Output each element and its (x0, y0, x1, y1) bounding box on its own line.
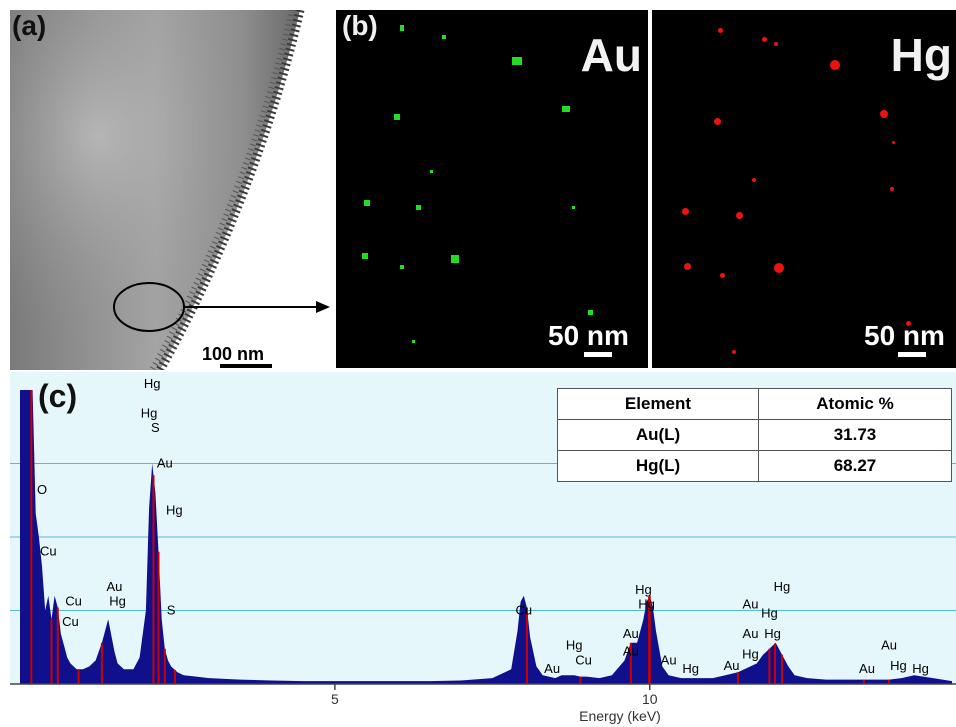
peak-label: Hg (144, 376, 161, 391)
au-dot (442, 35, 446, 39)
peak-label: Cu (65, 594, 82, 609)
peak-label: Hg (635, 582, 652, 597)
hg-map-image (682, 28, 911, 354)
peak-label: Hg (141, 405, 158, 420)
au-dot (362, 253, 368, 259)
peak-label: S (151, 420, 160, 435)
panel-b-label: (b) (342, 10, 378, 41)
peak-label: Hg (890, 658, 907, 673)
cell-atomic: 31.73 (758, 419, 952, 451)
scale-bar-a (220, 364, 272, 368)
selection-circle (113, 282, 185, 332)
peak-label: Cu (575, 652, 592, 667)
peak-label: Au (661, 652, 677, 667)
cell-atomic: 68.27 (758, 450, 952, 482)
hg-dot (736, 212, 743, 219)
x-tick-label: 5 (331, 691, 339, 707)
peak-label: O (37, 482, 47, 497)
hg-label: Hg (890, 29, 952, 81)
peak-label: Hg (764, 626, 781, 641)
hg-dot (762, 37, 767, 42)
cell-element: Au(L) (557, 419, 759, 451)
au-map-image (362, 25, 593, 343)
hg-dot (732, 350, 736, 354)
eds-spectrum-panel: Hg Hg S Au O Hg Cu Au Cu Hg S Cu Cu Hg Cu Au Hg Hg Au Au Au H… (10, 372, 956, 727)
peak-label: Cu (515, 602, 532, 617)
scale-bar-hg (898, 352, 926, 357)
table-row: Hg(L) 68.27 (557, 450, 952, 482)
x-axis-label: Energy (keV) (579, 708, 661, 724)
hg-dot (682, 208, 689, 215)
hg-dot (890, 187, 894, 191)
au-dot (572, 206, 575, 209)
header-atomic: Atomic % (758, 388, 952, 420)
table-row: Au(L) 31.73 (557, 419, 952, 451)
au-dot (512, 57, 522, 65)
scale-label-hg: 50 nm (864, 320, 945, 351)
hg-dot (774, 42, 778, 46)
hg-dot (684, 263, 691, 270)
scale-bar-au (584, 352, 612, 357)
hg-dot (830, 60, 840, 70)
peak-label: S (167, 602, 176, 617)
au-dot (430, 170, 433, 173)
x-tick-label: 10 (642, 691, 658, 707)
peak-label: Au (881, 638, 897, 653)
peak-label: Au (743, 626, 759, 641)
peak-label: Hg (912, 661, 929, 676)
au-dot (400, 25, 404, 31)
peak-label: Au (107, 579, 123, 594)
peak-label: Au (157, 455, 173, 470)
tem-image (10, 10, 330, 370)
au-dot (451, 255, 459, 263)
hg-dot (720, 273, 725, 278)
hg-dot (892, 141, 895, 144)
au-dot (416, 205, 421, 210)
peak-label: Cu (62, 614, 79, 629)
peak-label: Hg (774, 579, 791, 594)
scale-label-a: 100 nm (202, 344, 265, 364)
header-element: Element (557, 388, 759, 420)
hg-dot (906, 321, 911, 326)
peak-label: Au (743, 597, 759, 612)
peak-label: Hg (742, 646, 759, 661)
hg-dot (880, 110, 888, 118)
hg-dot (714, 118, 721, 125)
au-label: Au (580, 29, 642, 81)
au-dot (364, 200, 370, 206)
peak-label: Hg (566, 638, 583, 653)
hg-map-panel: Hg 50 nm (652, 10, 956, 368)
peak-label: Cu (40, 544, 57, 559)
scale-label-au: 50 nm (548, 320, 629, 351)
hg-dot (752, 178, 756, 182)
tem-image-panel: (a) 100 nm (10, 10, 330, 370)
au-dot (588, 310, 593, 315)
table-header-row: Element Atomic % (557, 388, 952, 420)
peak-label: Au (859, 661, 875, 676)
peak-label: Au (623, 644, 639, 659)
au-map-panel: (b) Au 50 nm (336, 10, 648, 368)
peak-label: Au (724, 658, 740, 673)
au-dot (562, 106, 570, 112)
peak-label: Hg (638, 597, 655, 612)
au-dot (394, 114, 400, 120)
peak-label: Au (623, 626, 639, 641)
hg-dot (774, 263, 784, 273)
cell-element: Hg(L) (557, 450, 759, 482)
hg-dot (718, 28, 723, 33)
peak-label: Hg (109, 594, 126, 609)
panel-a-label: (a) (12, 10, 47, 41)
atomic-percent-table: Element Atomic % Au(L) 31.73 Hg(L) 68.27 (557, 388, 952, 482)
peak-label: Au (544, 661, 560, 676)
spectrum-area (20, 390, 952, 684)
panel-c-label: (c) (38, 378, 78, 414)
au-dot (400, 265, 404, 269)
au-dot (412, 340, 415, 343)
peak-label: Hg (682, 661, 699, 676)
peak-label: Hg (761, 605, 778, 620)
peak-label: Hg (166, 502, 183, 517)
